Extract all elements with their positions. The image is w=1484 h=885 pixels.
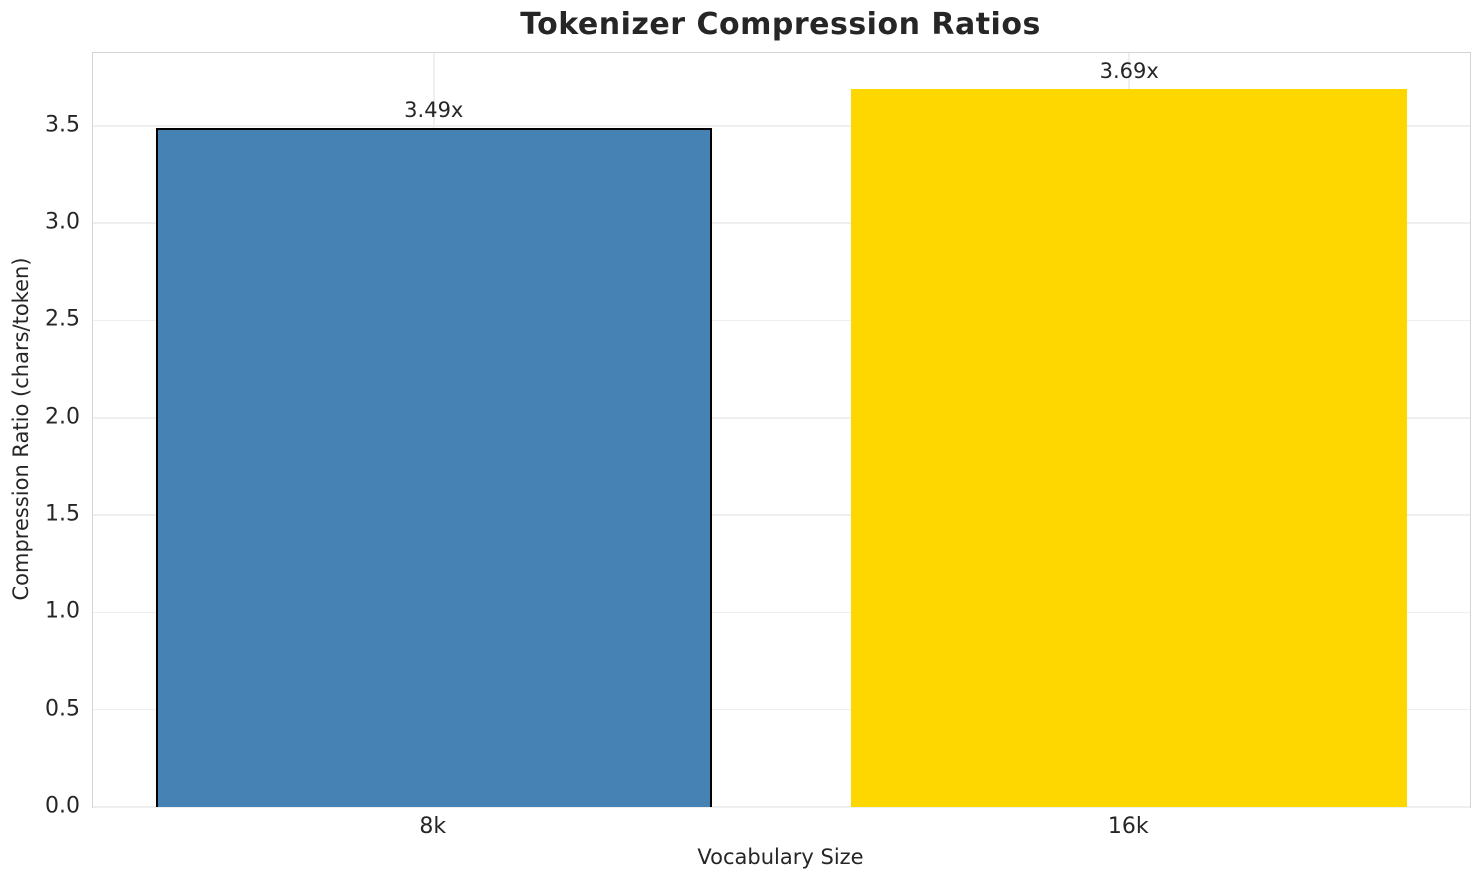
bar-8k (155, 127, 712, 807)
gridline-horizontal (93, 611, 1470, 614)
y-tick-label: 2.0 (45, 404, 80, 430)
gridline-horizontal (93, 125, 1470, 127)
y-tick-label: 1.0 (45, 598, 80, 624)
bar-value-label: 3.69x (1099, 58, 1159, 83)
gridline-horizontal (93, 319, 1470, 322)
gridline-horizontal (93, 514, 1470, 516)
x-tick-label: 16k (1107, 814, 1149, 839)
y-tick-label: 0.5 (45, 696, 80, 722)
chart-title: Tokenizer Compression Ratios (520, 7, 1041, 42)
y-tick-label: 0.0 (45, 793, 80, 819)
gridline-horizontal (93, 222, 1470, 224)
x-axis-label: Vocabulary Size (697, 845, 864, 869)
plot-area: 3.49x 3.69x (92, 52, 1471, 808)
gridline-horizontal (93, 806, 1470, 808)
y-tick-label: 3.5 (45, 112, 80, 138)
x-tick-label: 8k (419, 814, 447, 839)
y-tick-label: 2.5 (45, 306, 80, 332)
bar-16k (851, 88, 1408, 807)
y-tick-label: 3.0 (45, 209, 80, 235)
gridline-horizontal (93, 708, 1470, 711)
gridline-horizontal (93, 417, 1470, 419)
bar-value-label: 3.49x (404, 97, 464, 122)
y-tick-label: 1.5 (45, 501, 80, 527)
